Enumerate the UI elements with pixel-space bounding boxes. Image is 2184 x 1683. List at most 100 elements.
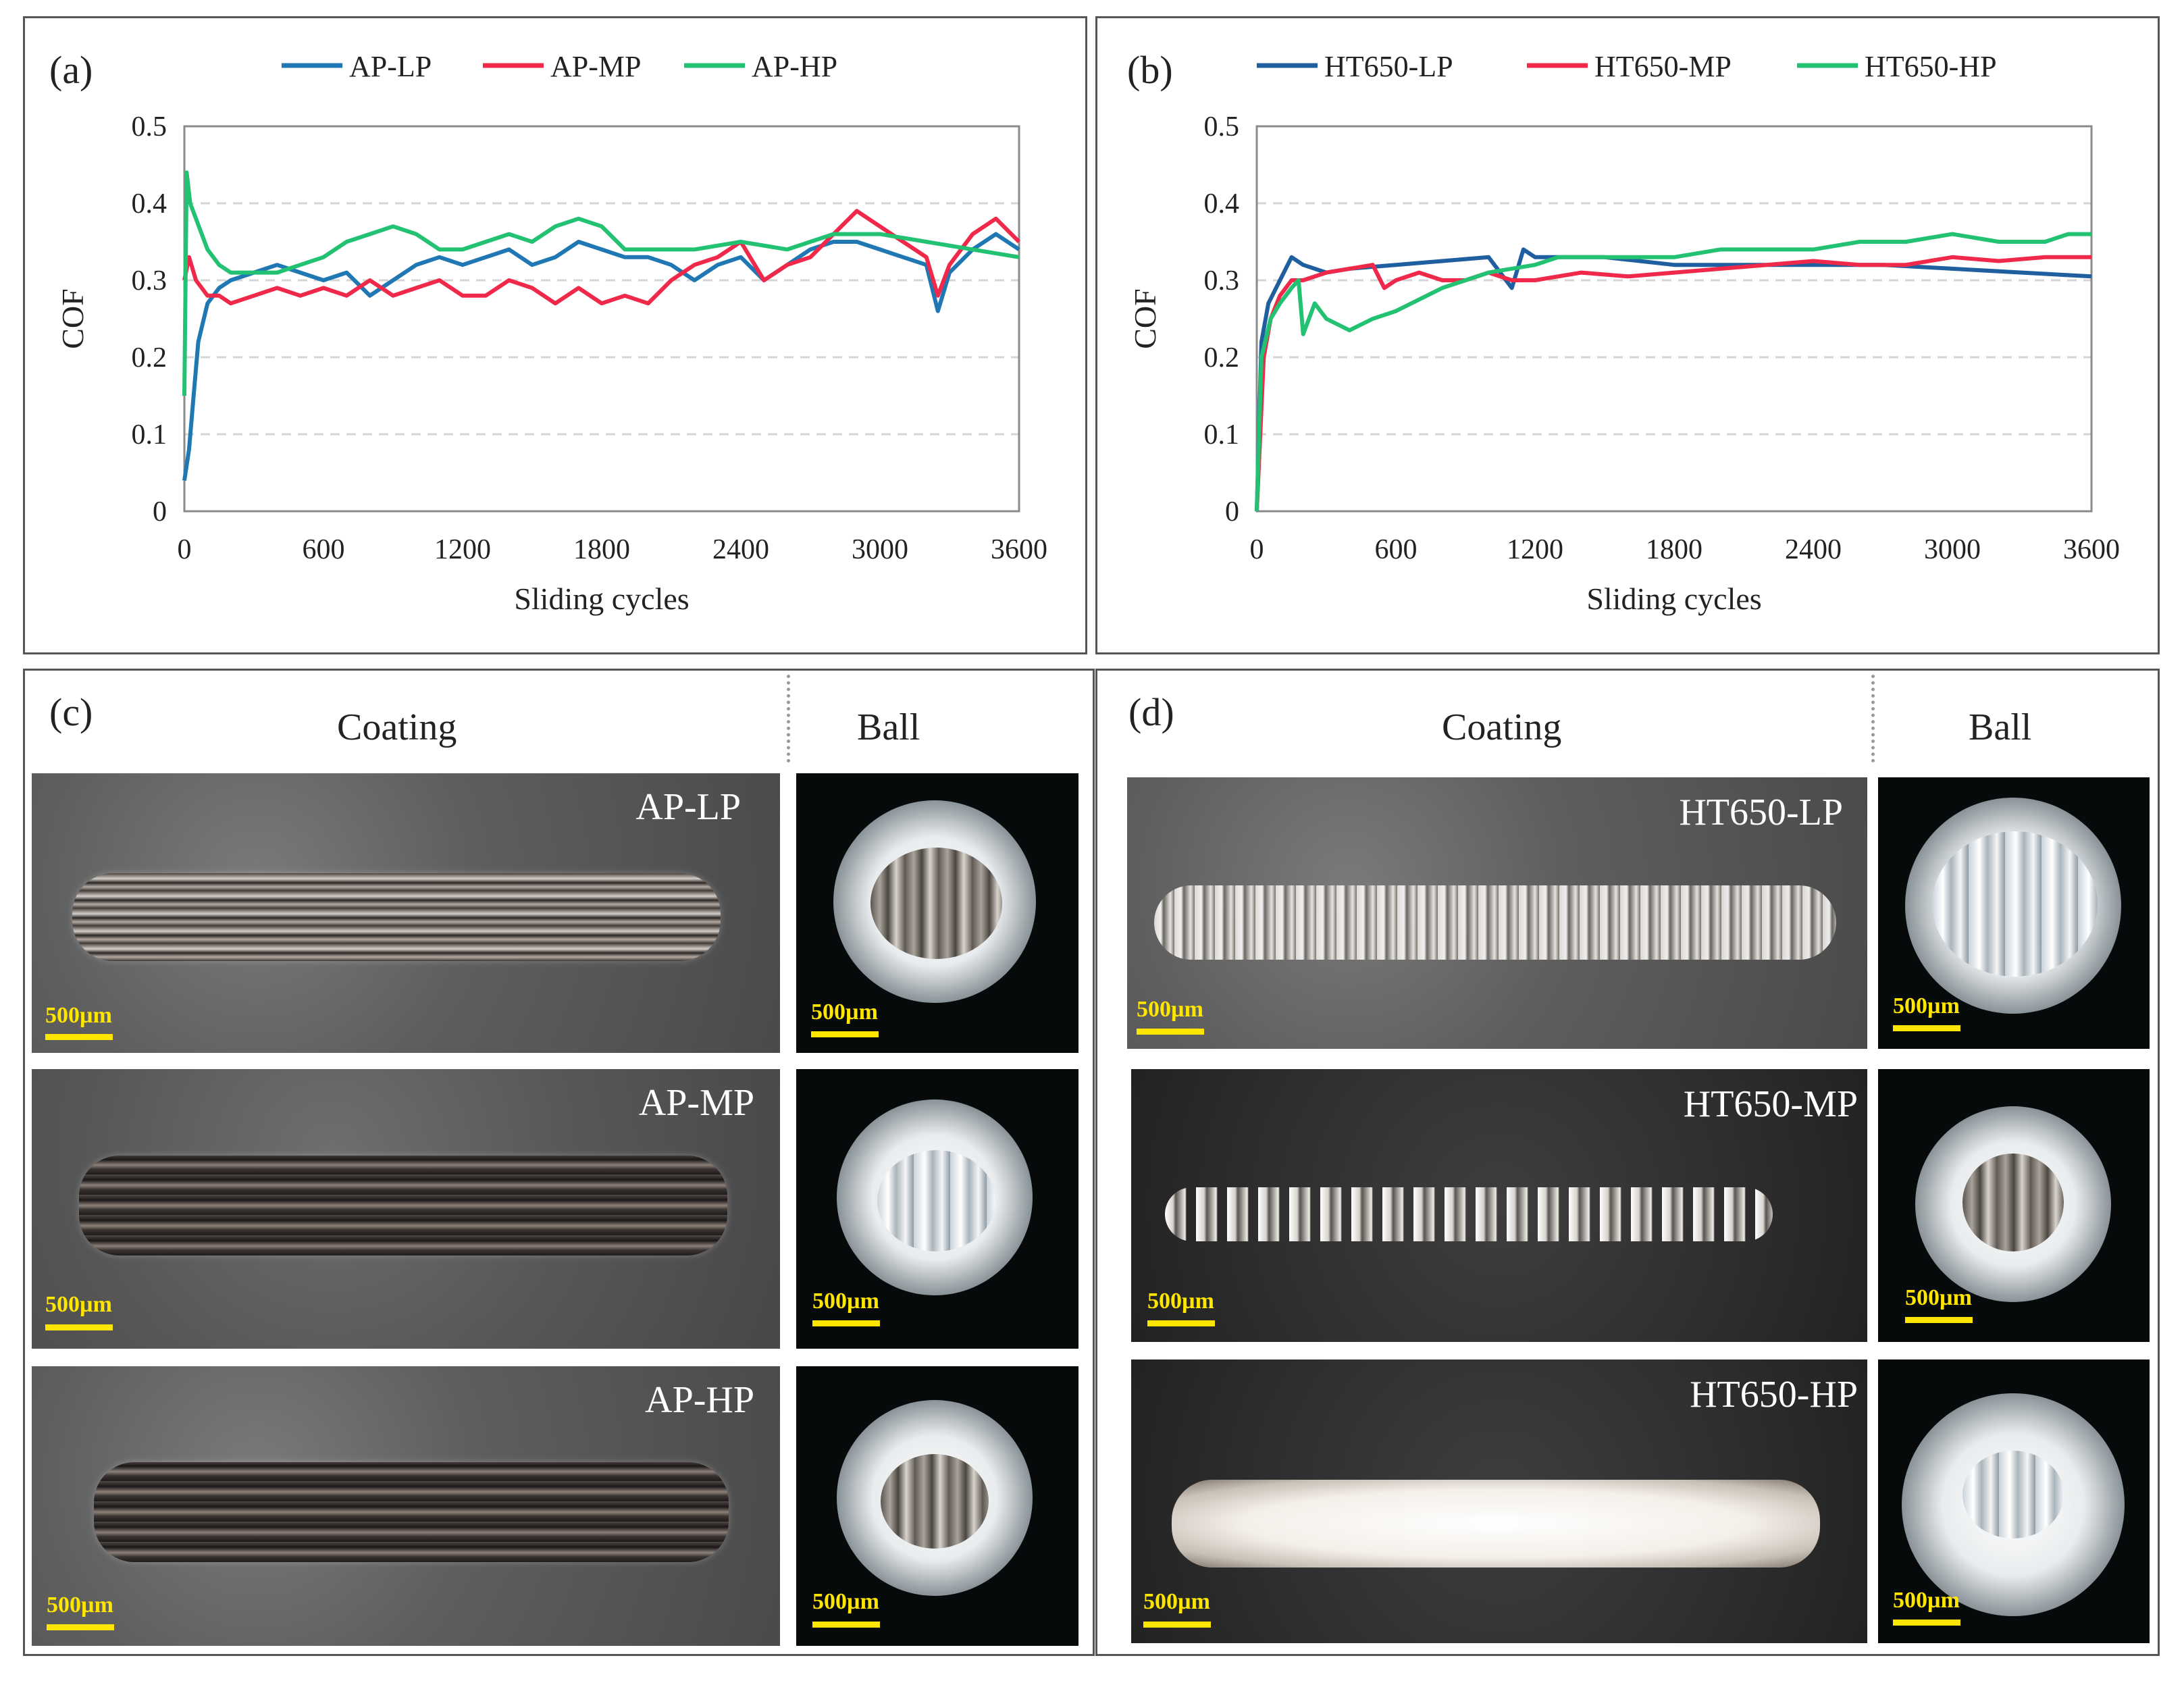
scale-label: 500µm [45,1003,112,1028]
panel-d: (d) Coating Ball HT650-LP 500µm 500µm HT… [1095,669,2160,1656]
panel-label: (a) [49,48,93,92]
panel-d-label: (d) [1128,690,1174,734]
legend-label: AP-MP [550,50,642,83]
ball-wear-scar [1962,1154,2064,1251]
sample-label: AP-MP [638,1082,754,1124]
panel-b: (b) 0 0.1 0.2 0.3 0.4 0.5 0 600 1200 1800 2400 3000 3… [1095,16,2160,654]
scale-label: 500µm [811,1000,878,1025]
x-tick-label: 3600 [991,534,1047,565]
x-tick-label: 600 [1375,534,1418,565]
y-tick-label: 0 [1225,496,1239,527]
scale-bar [1905,1317,1973,1323]
panel-label: (b) [1127,48,1173,92]
x-axis-title: Sliding cycles [514,581,689,616]
scale-bar [811,1031,879,1037]
scale-label: 500µm [1147,1289,1214,1314]
wear-track [94,1462,729,1562]
coating-image-ht650-mp: HT650-MP 500µm [1131,1069,1867,1342]
ball-image-ht650-mp: 500µm [1878,1069,2150,1342]
ball-wear-scar [877,1150,995,1251]
panel-c-coating-header: Coating [337,706,457,748]
series-line-ht650-mp [1255,255,2091,512]
series-line-ht650-hp [1255,232,2091,512]
x-tick-label: 2400 [1785,534,1842,565]
x-tick-label: 2400 [712,534,769,565]
legend-label: HT650-MP [1594,50,1732,83]
series-line-ht650-lp [1255,247,2092,512]
y-tick-label: 0.5 [132,111,167,143]
scale-bar [47,1624,114,1630]
wear-track [1165,1187,1773,1241]
ball-image-ap-hp: 500µm [796,1366,1078,1646]
coating-image-ht650-lp: HT650-LP 500µm [1127,777,1867,1049]
coating-image-ht650-hp: HT650-HP 500µm [1131,1360,1867,1643]
x-tick-label: 3600 [2063,534,2120,565]
y-tick-label: 0.2 [1204,342,1240,373]
x-tick-label: 0 [1250,534,1264,565]
y-tick-label: 0.3 [1204,265,1240,296]
plot-area [1255,125,2093,513]
legend-label: AP-HP [752,50,837,83]
scale-label: 500µm [45,1292,112,1317]
scale-bar [45,1034,113,1040]
sample-label: HT650-HP [1690,1374,1858,1416]
scale-bar [45,1324,113,1330]
panel-a: (a) 0 0.1 0.2 0.3 0.4 0.5 0 600 1200 1800 2400 3000 3… [23,16,1087,654]
scale-bar [812,1622,880,1628]
panel-c: (c) Coating Ball AP-LP 500µm 500µm AP-MP… [23,669,1095,1656]
coating-image-ap-mp: AP-MP 500µm [32,1069,780,1349]
x-tick-label: 1800 [1646,534,1702,565]
y-axis-title: COF [55,288,90,348]
series-line-ap-mp [182,209,1021,306]
panel-d-ball-header: Ball [1969,706,2032,748]
scale-bar [1893,1620,1960,1626]
y-tick-label: 0.3 [132,265,167,296]
coating-image-ap-lp: AP-LP 500µm [32,773,780,1053]
ball-image-ap-lp: 500µm [796,773,1078,1053]
ball-image-ht650-lp: 500µm [1878,777,2150,1049]
y-tick-label: 0.1 [1204,419,1240,450]
scale-bar [1137,1029,1204,1035]
x-tick-label: 1200 [1507,534,1563,565]
legend-label: HT650-HP [1865,50,1997,83]
scale-bar [1143,1622,1211,1628]
panel-d-divider [1871,675,1875,762]
series-line-ap-lp [182,232,1020,481]
series-line-ap-hp [182,170,1020,396]
y-tick-label: 0.2 [132,342,167,373]
scale-label: 500µm [1893,1588,1960,1613]
plot-area [183,125,1020,513]
sample-label: AP-HP [645,1379,754,1421]
ball-image-ap-mp: 500µm [796,1069,1078,1349]
x-tick-label: 1800 [573,534,630,565]
legend-label: HT650-LP [1324,50,1453,83]
wear-track [1154,885,1836,960]
y-tick-label: 0.4 [132,188,167,219]
scale-label: 500µm [1893,993,1960,1018]
sample-label: HT650-MP [1683,1083,1858,1125]
scale-label: 500µm [812,1289,879,1314]
x-tick-label: 0 [178,534,192,565]
panel-d-coating-header: Coating [1442,706,1562,748]
scale-label: 500µm [1143,1589,1210,1614]
wear-track [1172,1480,1820,1568]
wear-track [79,1156,727,1255]
x-tick-label: 1200 [434,534,491,565]
scale-label: 500µm [1905,1285,1972,1310]
y-axis-title: COF [1128,288,1162,348]
scale-bar [1147,1320,1215,1326]
ball-wear-scar [881,1454,989,1549]
sample-label: HT650-LP [1679,792,1843,833]
ball-wear-scar [1962,1451,2064,1538]
ball-image-ht650-hp: 500µm [1878,1360,2150,1643]
coating-image-ap-hp: AP-HP 500µm [32,1366,780,1646]
scale-label: 500µm [1137,997,1203,1022]
chart-a: (a) 0 0.1 0.2 0.3 0.4 0.5 0 600 1200 1800 2400 3000 3… [49,48,1047,616]
ball-wear-scar [1932,831,2098,977]
wear-track [72,873,721,961]
ball-wear-scar [870,848,1002,959]
scale-label: 500µm [47,1593,113,1617]
y-tick-label: 0 [153,496,167,527]
panel-c-label: (c) [49,690,93,734]
y-tick-label: 0.4 [1204,188,1240,219]
